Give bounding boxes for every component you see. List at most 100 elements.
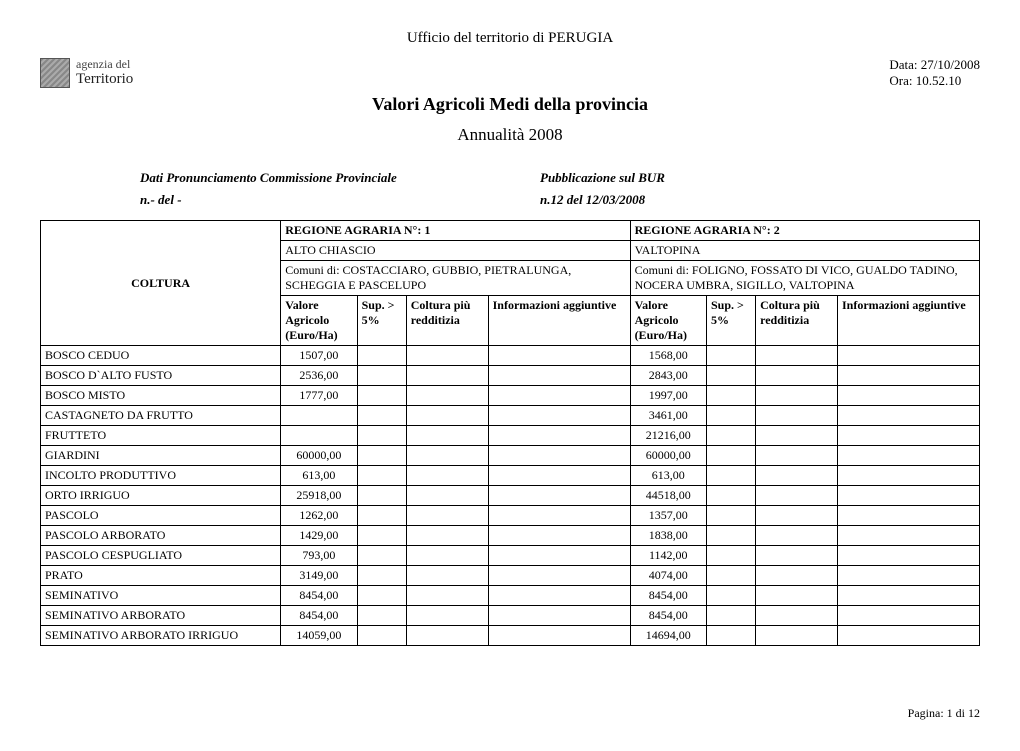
row-sup1 (357, 626, 406, 646)
col-redd-2: Coltura più redditizia (756, 296, 838, 346)
row-redd1 (406, 366, 488, 386)
row-redd2 (756, 526, 838, 546)
row-label: ORTO IRRIGUO (41, 486, 281, 506)
col-sup-1: Sup. > 5% (357, 296, 406, 346)
row-redd1 (406, 406, 488, 426)
table-row: GIARDINI60000,0060000,00 (41, 446, 980, 466)
row-v1: 8454,00 (281, 606, 357, 626)
logo-line2: Territorio (76, 71, 133, 88)
row-info1 (488, 566, 630, 586)
row-v2: 8454,00 (630, 606, 706, 626)
row-label: SEMINATIVO (41, 586, 281, 606)
row-redd2 (756, 446, 838, 466)
row-redd2 (756, 626, 838, 646)
row-redd1 (406, 426, 488, 446)
row-info1 (488, 426, 630, 446)
row-redd2 (756, 426, 838, 446)
row-v1 (281, 406, 357, 426)
row-redd2 (756, 566, 838, 586)
date-label: Data: 27/10/2008 (889, 57, 980, 73)
row-redd1 (406, 466, 488, 486)
row-label: PRATO (41, 566, 281, 586)
table-row: PASCOLO CESPUGLIATO793,001142,00 (41, 546, 980, 566)
row-label: SEMINATIVO ARBORATO (41, 606, 281, 626)
row-sup1 (357, 466, 406, 486)
row-info1 (488, 586, 630, 606)
table-row: ORTO IRRIGUO25918,00 44518,00 (41, 486, 980, 506)
col-info-1: Informazioni aggiuntive (488, 296, 630, 346)
row-v2: 60000,00 (630, 446, 706, 466)
row-info1 (488, 526, 630, 546)
row-redd1 (406, 526, 488, 546)
col-redd-1: Coltura più redditizia (406, 296, 488, 346)
row-sup1 (357, 606, 406, 626)
table-row: SEMINATIVO ARBORATO8454,008454,00 (41, 606, 980, 626)
logo-line1: agenzia del (76, 58, 133, 71)
table-row: BOSCO MISTO1777,001997,00 (41, 386, 980, 406)
row-redd1 (406, 566, 488, 586)
row-v1: 25918,00 (281, 486, 357, 506)
row-sup2 (706, 606, 755, 626)
row-label: PASCOLO ARBORATO (41, 526, 281, 546)
row-redd1 (406, 546, 488, 566)
region2-title: REGIONE AGRARIA N°: 2 (630, 221, 979, 241)
row-sup2 (706, 446, 755, 466)
row-info2 (837, 426, 979, 446)
row-info2 (837, 386, 979, 406)
row-sup2 (706, 626, 755, 646)
row-v1 (281, 426, 357, 446)
row-redd1 (406, 626, 488, 646)
row-sup2 (706, 566, 755, 586)
row-v1: 14059,00 (281, 626, 357, 646)
row-info2 (837, 566, 979, 586)
row-info1 (488, 386, 630, 406)
row-info1 (488, 506, 630, 526)
row-sup1 (357, 406, 406, 426)
row-info2 (837, 486, 979, 506)
table-row: CASTAGNETO DA FRUTTO3461,00 (41, 406, 980, 426)
row-v1: 1429,00 (281, 526, 357, 546)
row-redd2 (756, 406, 838, 426)
row-redd1 (406, 446, 488, 466)
row-sup2 (706, 506, 755, 526)
col-sup-2: Sup. > 5% (706, 296, 755, 346)
table-row: SEMINATIVO8454,008454,00 (41, 586, 980, 606)
row-v1: 60000,00 (281, 446, 357, 466)
row-info1 (488, 486, 630, 506)
time-label: Ora: 10.52.10 (889, 73, 980, 89)
row-sup2 (706, 386, 755, 406)
row-sup1 (357, 526, 406, 546)
region1-title: REGIONE AGRARIA N°: 1 (281, 221, 630, 241)
row-sup1 (357, 546, 406, 566)
row-v2: 1997,00 (630, 386, 706, 406)
row-info1 (488, 606, 630, 626)
data-table: COLTURA REGIONE AGRARIA N°: 1 REGIONE AG… (40, 220, 980, 646)
date-block: Data: 27/10/2008 Ora: 10.52.10 (889, 57, 980, 89)
row-sup2 (706, 586, 755, 606)
row-info2 (837, 586, 979, 606)
row-redd2 (756, 466, 838, 486)
row-sup1 (357, 386, 406, 406)
row-sup2 (706, 466, 755, 486)
row-label: PASCOLO CESPUGLIATO (41, 546, 281, 566)
meta-left-value: n.- del - (140, 192, 540, 208)
row-sup2 (706, 366, 755, 386)
row-sup1 (357, 586, 406, 606)
row-redd2 (756, 486, 838, 506)
col-valore-2: Valore Agricolo (Euro/Ha) (630, 296, 706, 346)
region1-zone: ALTO CHIASCIO (281, 241, 630, 261)
table-row: PRATO3149,004074,00 (41, 566, 980, 586)
logo-icon (40, 58, 70, 88)
row-v2: 14694,00 (630, 626, 706, 646)
row-redd2 (756, 346, 838, 366)
table-row: FRUTTETO21216,00 (41, 426, 980, 446)
page-footer: Pagina: 1 di 12 (40, 706, 980, 721)
meta-right-label: Pubblicazione sul BUR (540, 170, 665, 186)
row-sup1 (357, 446, 406, 466)
row-v1: 1507,00 (281, 346, 357, 366)
row-info2 (837, 446, 979, 466)
row-info2 (837, 466, 979, 486)
row-sup2 (706, 406, 755, 426)
region2-zone: VALTOPINA (630, 241, 979, 261)
row-v2: 44518,00 (630, 486, 706, 506)
